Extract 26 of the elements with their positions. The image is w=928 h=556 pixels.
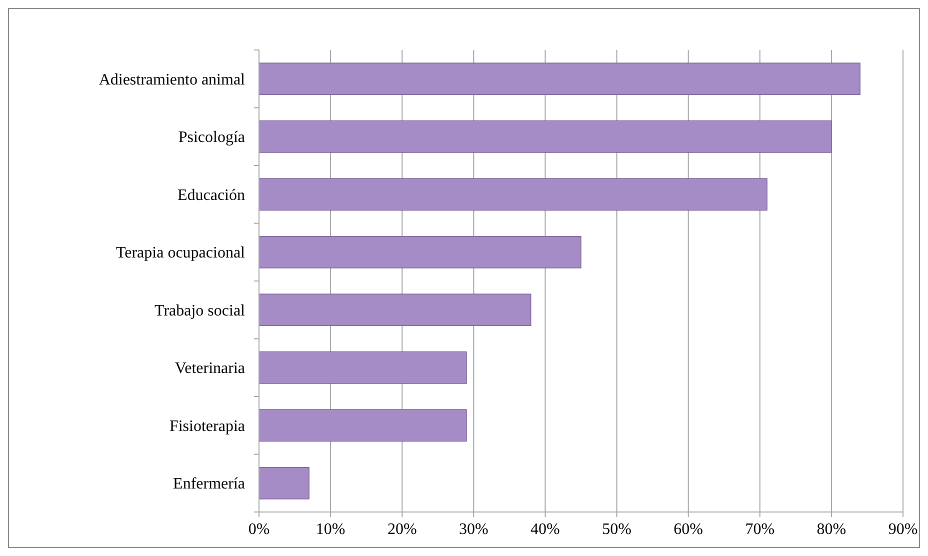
y-tick-label: Veterinaria bbox=[174, 360, 245, 378]
bar bbox=[258, 466, 310, 500]
x-tick-label: 60% bbox=[674, 521, 703, 538]
y-tick-label: Terapia ocupacional bbox=[116, 244, 246, 262]
bar bbox=[258, 62, 860, 96]
x-tick-label: 0% bbox=[248, 521, 270, 538]
bar bbox=[258, 178, 768, 211]
x-tick-label: 20% bbox=[387, 521, 417, 538]
bar bbox=[258, 294, 532, 326]
y-tick-label: Enfermería bbox=[173, 476, 245, 493]
x-tick-label: 40% bbox=[530, 521, 560, 538]
bar bbox=[258, 120, 832, 153]
y-tick-label: Trabajo social bbox=[154, 302, 246, 320]
x-tick-label: 80% bbox=[816, 521, 846, 538]
y-tick-label: Fisioterapia bbox=[169, 418, 245, 435]
x-tick-label: 30% bbox=[459, 521, 488, 538]
bar bbox=[258, 351, 467, 384]
bar bbox=[258, 236, 582, 268]
x-tick-label: 50% bbox=[602, 521, 632, 538]
bar bbox=[258, 409, 467, 442]
x-tick-label: 90% bbox=[888, 521, 918, 538]
x-tick-label: 10% bbox=[316, 521, 346, 538]
x-tick-label: 70% bbox=[745, 521, 775, 538]
y-tick-label: Adiestramiento animal bbox=[98, 71, 246, 88]
y-tick-label: Psicología bbox=[178, 129, 245, 146]
y-tick-label: Educación bbox=[177, 186, 245, 204]
